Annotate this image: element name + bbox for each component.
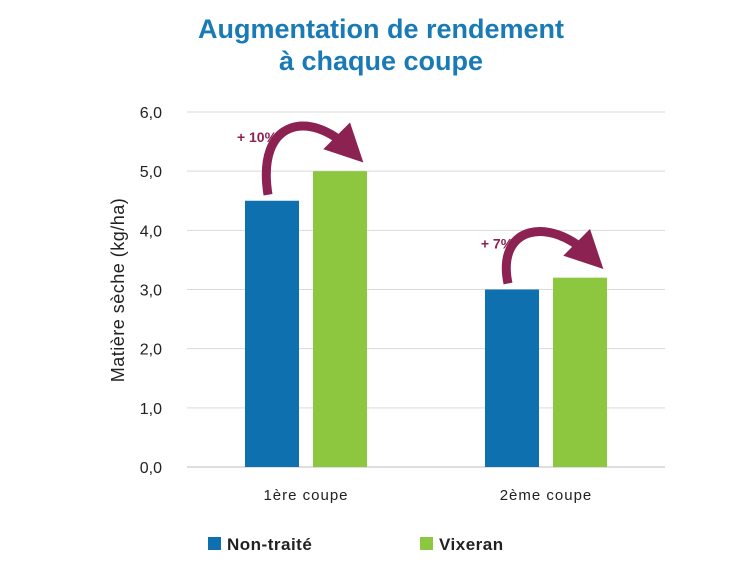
bars (245, 171, 607, 467)
y-tick-label: 3,0 (140, 283, 162, 300)
annotations: + 10% + 7% (237, 121, 604, 285)
bar-non-traite-1 (245, 200, 299, 467)
y-tick-label: 4,0 (140, 223, 162, 240)
y-tick-label: 5,0 (140, 164, 162, 181)
bar-vixeran-2 (553, 277, 607, 467)
percent-annotation: + 7% (481, 236, 514, 252)
legend-swatch (208, 537, 221, 550)
bar-vixeran-1 (313, 171, 367, 467)
percent-annotation: + 10% (237, 129, 278, 145)
legend-label: Non-traité (227, 535, 312, 554)
legend-swatch (420, 537, 433, 550)
x-tick-label: 2ème coupe (500, 487, 593, 504)
x-tick-label: 1ère coupe (263, 487, 348, 504)
chart-title-line-2: à chaque coupe (279, 46, 483, 76)
curved-arrow-icon (501, 227, 604, 285)
legend-label: Vixeran (439, 535, 504, 554)
y-tick-label: 6,0 (140, 105, 162, 122)
y-axis-label: Matière sèche (kg/ha) (108, 198, 128, 383)
bar-non-traite-2 (485, 289, 539, 467)
y-tick-label: 0,0 (140, 460, 162, 477)
curved-arrow-icon (261, 121, 364, 196)
x-axis-ticks: 1ère coupe 2ème coupe (263, 487, 593, 504)
chart-title-line-1: Augmentation de rendement (198, 14, 564, 44)
y-tick-label: 1,0 (140, 401, 162, 418)
y-tick-label: 2,0 (140, 342, 162, 359)
legend: Non-traité Vixeran (208, 535, 504, 554)
y-axis-ticks: 0,0 1,0 2,0 3,0 4,0 5,0 6,0 (140, 105, 162, 477)
